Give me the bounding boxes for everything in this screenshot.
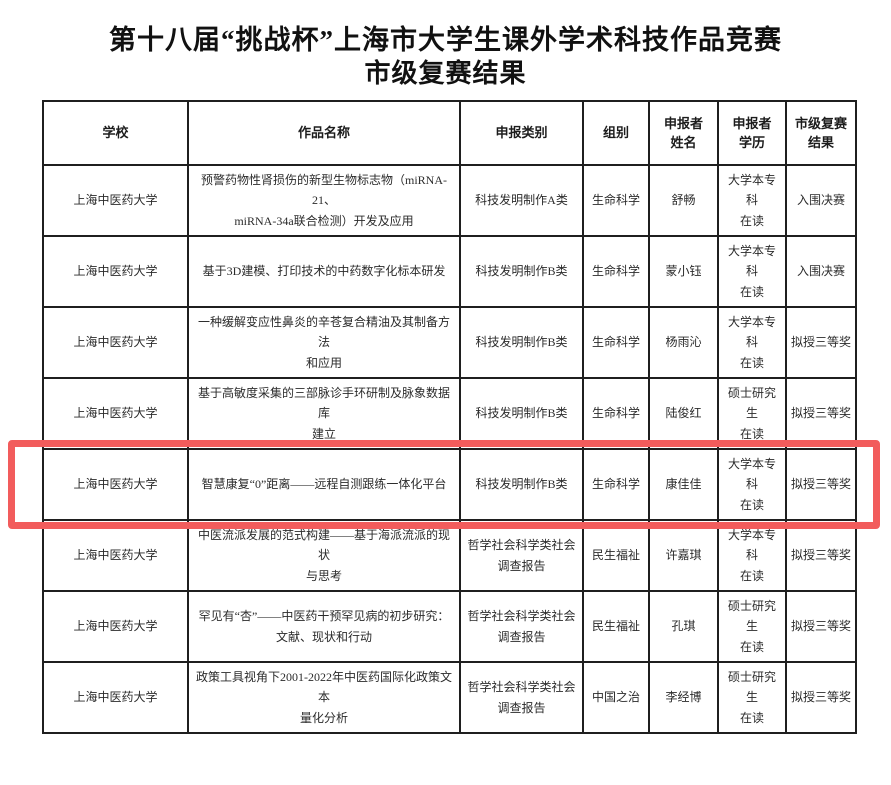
- table-cell: 生命科学: [582, 377, 650, 450]
- table-cell: 上海中医药大学: [42, 164, 189, 237]
- table-cell: 入围决赛: [785, 235, 857, 308]
- table-cell: 基于高敏度采集的三部脉诊手环研制及脉象数据库 建立: [187, 377, 461, 450]
- table-cell: 科技发明制作B类: [459, 448, 584, 521]
- table-cell: 预警药物性肾损伤的新型生物标志物（miRNA-21、 miRNA-34a联合检测…: [187, 164, 461, 237]
- column-header: 申报者 学历: [717, 100, 787, 166]
- table-row: 上海中医药大学 政策工具视角下2001-2022年中医药国际化政策文本 量化分析哲…: [42, 661, 857, 734]
- table-cell: 拟授三等奖: [785, 661, 857, 734]
- table-cell: 民生福祉: [582, 590, 650, 663]
- table-cell: 拟授三等奖: [785, 306, 857, 379]
- table-cell: 硕士研究生 在读: [717, 377, 787, 450]
- table-cell: 拟授三等奖: [785, 377, 857, 450]
- table-cell: 一种缓解变应性鼻炎的辛苍复合精油及其制备方法 和应用: [187, 306, 461, 379]
- table-cell: 大学本专科 在读: [717, 235, 787, 308]
- table-cell: 上海中医药大学: [42, 306, 189, 379]
- column-header: 申报者 姓名: [648, 100, 719, 166]
- table-cell: 哲学社会科学类社会 调查报告: [459, 661, 584, 734]
- table-cell: 哲学社会科学类社会 调查报告: [459, 590, 584, 663]
- table-cell: 生命科学: [582, 235, 650, 308]
- table-cell: 科技发明制作B类: [459, 377, 584, 450]
- column-header: 学校: [42, 100, 189, 166]
- table-cell: 基于3D建模、打印技术的中药数字化标本研发: [187, 235, 461, 308]
- table-cell: 政策工具视角下2001-2022年中医药国际化政策文本 量化分析: [187, 661, 461, 734]
- table-row: 上海中医药大学 预警药物性肾损伤的新型生物标志物（miRNA-21、 miRNA-…: [42, 164, 857, 237]
- title-line-2: 市级复赛结果: [364, 58, 527, 88]
- table-cell: 大学本专科 在读: [717, 519, 787, 592]
- table-cell: 上海中医药大学: [42, 448, 189, 521]
- table-cell: 硕士研究生 在读: [717, 661, 787, 734]
- table-cell: 舒畅: [648, 164, 719, 237]
- table-cell: 民生福祉: [582, 519, 650, 592]
- table-cell: 科技发明制作A类: [459, 164, 584, 237]
- column-header: 市级复赛 结果: [785, 100, 857, 166]
- table-cell: 入围决赛: [785, 164, 857, 237]
- page-title: 第十八届“挑战杯”上海市大学生课外学术科技作品竞赛 市级复赛结果: [0, 24, 891, 89]
- table-cell: 上海中医药大学: [42, 235, 189, 308]
- table-cell: 孔琪: [648, 590, 719, 663]
- table-row: 上海中医药大学 基于3D建模、打印技术的中药数字化标本研发 科技发明制作B类 生命科学…: [42, 235, 857, 308]
- table-cell: 上海中医药大学: [42, 590, 189, 663]
- table-row: 上海中医药大学 基于高敏度采集的三部脉诊手环研制及脉象数据库 建立 科技发明制作B类…: [42, 377, 857, 450]
- title-line-1: 第十八届“挑战杯”上海市大学生课外学术科技作品竞赛: [109, 25, 782, 55]
- table-cell: 许嘉琪: [648, 519, 719, 592]
- table-cell: 康佳佳: [648, 448, 719, 521]
- table-row: 上海中医药大学 智慧康复“0”距离——远程自测跟练一体化平台 科技发明制作B类 生命科…: [42, 448, 857, 521]
- table-cell: 智慧康复“0”距离——远程自测跟练一体化平台: [187, 448, 461, 521]
- column-header: 申报类别: [459, 100, 584, 166]
- column-header: 组别: [582, 100, 650, 166]
- table-header-row: 学校 作品名称 申报类别 组别 申报者 姓名 申报者 学历 市级复赛 结果: [42, 100, 857, 166]
- table-cell: 蒙小钰: [648, 235, 719, 308]
- table-cell: 拟授三等奖: [785, 519, 857, 592]
- table-cell: 杨雨沁: [648, 306, 719, 379]
- table-row: 上海中医药大学 一种缓解变应性鼻炎的辛苍复合精油及其制备方法 和应用 科技发明制作B…: [42, 306, 857, 379]
- table-cell: 上海中医药大学: [42, 377, 189, 450]
- table-cell: 拟授三等奖: [785, 448, 857, 521]
- table-cell: 上海中医药大学: [42, 661, 189, 734]
- table-cell: 中国之治: [582, 661, 650, 734]
- table-cell: 大学本专科 在读: [717, 448, 787, 521]
- table-cell: 科技发明制作B类: [459, 235, 584, 308]
- table-row: 上海中医药大学 中医流派发展的范式构建——基于海派流派的现状 与思考 哲学社会科学类…: [42, 519, 857, 592]
- table-cell: 拟授三等奖: [785, 590, 857, 663]
- table-cell: 生命科学: [582, 448, 650, 521]
- table-cell: 大学本专科 在读: [717, 164, 787, 237]
- table-cell: 陆俊红: [648, 377, 719, 450]
- table-cell: 大学本专科 在读: [717, 306, 787, 379]
- table-cell: 哲学社会科学类社会 调查报告: [459, 519, 584, 592]
- table-cell: 中医流派发展的范式构建——基于海派流派的现状 与思考: [187, 519, 461, 592]
- table-cell: 硕士研究生 在读: [717, 590, 787, 663]
- table-cell: 上海中医药大学: [42, 519, 189, 592]
- table-cell: 科技发明制作B类: [459, 306, 584, 379]
- table-cell: 生命科学: [582, 164, 650, 237]
- table-row: 上海中医药大学 罕见有“杏”——中医药干预罕见病的初步研究： 文献、现状和行动 哲学…: [42, 590, 857, 663]
- column-header: 作品名称: [187, 100, 461, 166]
- results-table: 学校 作品名称 申报类别 组别 申报者 姓名 申报者 学历 市级复赛 结果 上海中医药大学预…: [42, 100, 857, 734]
- table-cell: 罕见有“杏”——中医药干预罕见病的初步研究： 文献、现状和行动: [187, 590, 461, 663]
- table-cell: 生命科学: [582, 306, 650, 379]
- table-cell: 李经博: [648, 661, 719, 734]
